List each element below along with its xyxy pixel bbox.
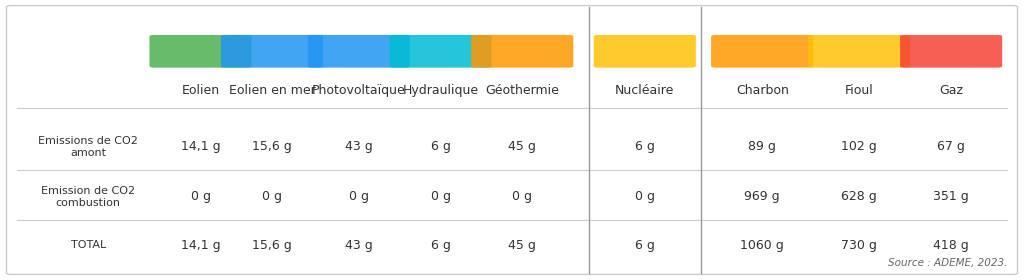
FancyBboxPatch shape — [808, 35, 910, 68]
Text: Nucléaire: Nucléaire — [615, 84, 675, 97]
Text: 89 g: 89 g — [749, 141, 776, 153]
Text: Hydraulique: Hydraulique — [402, 84, 478, 97]
FancyBboxPatch shape — [308, 35, 410, 68]
Text: 418 g: 418 g — [933, 239, 969, 252]
FancyBboxPatch shape — [150, 35, 252, 68]
Text: Eolien en mer: Eolien en mer — [228, 84, 315, 97]
Text: Emission de CO2
combustion: Emission de CO2 combustion — [41, 186, 135, 208]
Text: 45 g: 45 g — [508, 239, 537, 252]
Text: Gaz: Gaz — [939, 84, 964, 97]
FancyBboxPatch shape — [594, 35, 696, 68]
Text: 0 g: 0 g — [190, 190, 211, 203]
Text: 15,6 g: 15,6 g — [252, 141, 292, 153]
Text: 0 g: 0 g — [635, 190, 654, 203]
Text: Eolien: Eolien — [181, 84, 219, 97]
FancyBboxPatch shape — [6, 6, 1018, 274]
Text: 969 g: 969 g — [744, 190, 780, 203]
Text: 45 g: 45 g — [508, 141, 537, 153]
Text: 730 g: 730 g — [842, 239, 878, 252]
Text: 43 g: 43 g — [345, 239, 373, 252]
FancyBboxPatch shape — [471, 35, 573, 68]
Text: 14,1 g: 14,1 g — [180, 239, 220, 252]
FancyBboxPatch shape — [221, 35, 324, 68]
Text: Fioul: Fioul — [845, 84, 873, 97]
Text: 1060 g: 1060 g — [740, 239, 784, 252]
Text: 0 g: 0 g — [430, 190, 451, 203]
Text: 43 g: 43 g — [345, 141, 373, 153]
FancyBboxPatch shape — [389, 35, 492, 68]
Text: 14,1 g: 14,1 g — [180, 141, 220, 153]
Text: TOTAL: TOTAL — [71, 240, 105, 250]
Text: 628 g: 628 g — [842, 190, 878, 203]
Text: 0 g: 0 g — [512, 190, 532, 203]
Text: 102 g: 102 g — [842, 141, 878, 153]
Text: 0 g: 0 g — [349, 190, 369, 203]
Text: 67 g: 67 g — [937, 141, 965, 153]
Text: Photovoltaïque: Photovoltaïque — [312, 84, 406, 97]
Text: 6 g: 6 g — [635, 239, 654, 252]
Text: 6 g: 6 g — [635, 141, 654, 153]
FancyBboxPatch shape — [711, 35, 813, 68]
Text: 6 g: 6 g — [430, 141, 451, 153]
Text: Source : ADEME, 2023.: Source : ADEME, 2023. — [888, 258, 1008, 267]
Text: Géothermie: Géothermie — [485, 84, 559, 97]
Text: Charbon: Charbon — [736, 84, 788, 97]
Text: 6 g: 6 g — [430, 239, 451, 252]
Text: 0 g: 0 g — [262, 190, 282, 203]
FancyBboxPatch shape — [900, 35, 1002, 68]
Text: 351 g: 351 g — [933, 190, 969, 203]
Text: 15,6 g: 15,6 g — [252, 239, 292, 252]
Text: Emissions de CO2
amont: Emissions de CO2 amont — [38, 136, 138, 158]
